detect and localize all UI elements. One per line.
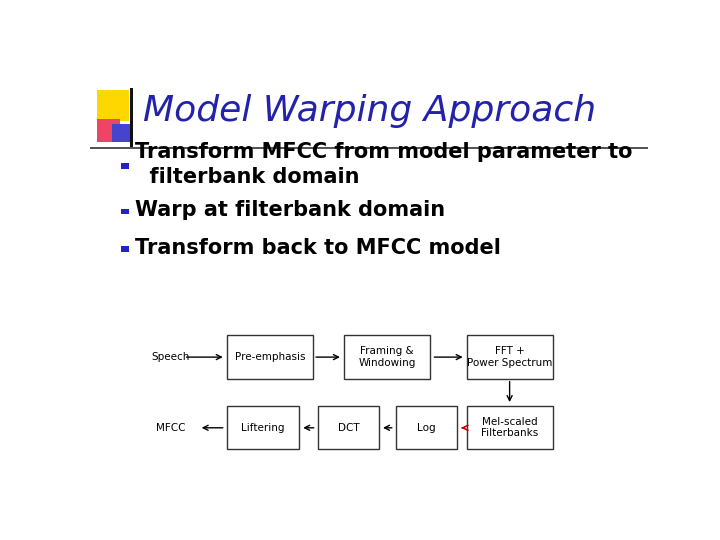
Text: Mel-scaled
Filterbanks: Mel-scaled Filterbanks [481, 417, 539, 438]
Bar [96, 119, 120, 141]
Text: FFT +
Power Spectrum: FFT + Power Spectrum [467, 346, 552, 368]
Text: Pre-emphasis: Pre-emphasis [235, 352, 305, 362]
Bar [96, 90, 129, 121]
Text: Speech: Speech [152, 352, 190, 362]
Bar [121, 246, 128, 252]
Bar [318, 406, 379, 449]
Bar [396, 406, 457, 449]
Bar [121, 163, 128, 168]
Text: Transform MFCC from model parameter to
  filterbank domain: Transform MFCC from model parameter to f… [135, 142, 632, 187]
Bar [90, 147, 648, 149]
Text: Transform back to MFCC model: Transform back to MFCC model [135, 238, 500, 258]
Bar [130, 87, 133, 148]
Text: Log: Log [417, 423, 436, 433]
Bar [112, 124, 130, 141]
Bar [227, 335, 313, 379]
Bar [227, 406, 300, 449]
Text: Liftering: Liftering [241, 423, 284, 433]
Bar [121, 208, 128, 214]
Text: Model Warping Approach: Model Warping Approach [143, 93, 596, 127]
Bar [344, 335, 431, 379]
Text: Warp at filterbank domain: Warp at filterbank domain [135, 200, 445, 220]
Bar [467, 335, 553, 379]
Text: MFCC: MFCC [156, 423, 186, 433]
Text: Framing &
Windowing: Framing & Windowing [359, 346, 416, 368]
Text: DCT: DCT [338, 423, 359, 433]
Bar [467, 406, 553, 449]
